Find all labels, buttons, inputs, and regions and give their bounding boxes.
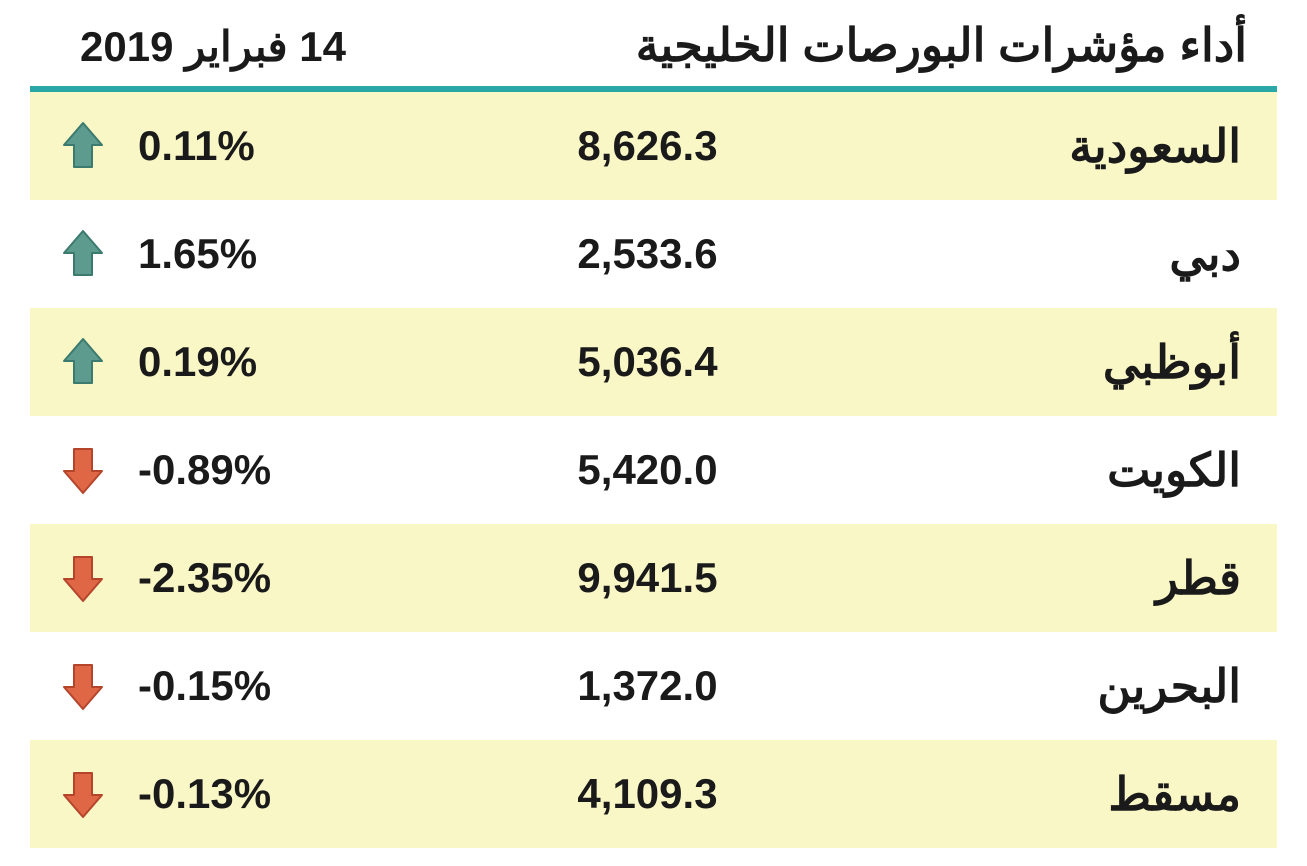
index-value: 5,036.4 [378,338,917,386]
table-row: -0.15%1,372.0البحرين [30,632,1277,740]
table-row: 0.19%5,036.4أبوظبي [30,308,1277,416]
market-name: قطر [917,551,1247,605]
index-value: 9,941.5 [378,554,917,602]
table-header: 14 فبراير 2019 أداء مؤشرات البورصات الخل… [30,8,1277,86]
table-row: -2.35%9,941.5قطر [30,524,1277,632]
header-date: 14 فبراير 2019 [80,22,346,71]
arrow-up-icon [48,121,118,171]
index-value: 2,533.6 [378,230,917,278]
index-value: 8,626.3 [378,122,917,170]
percent-change: -2.35% [118,554,378,602]
market-name: السعودية [917,119,1247,173]
arrow-down-icon [48,445,118,495]
header-title: أداء مؤشرات البورصات الخليجية [636,18,1247,72]
index-value: 5,420.0 [378,446,917,494]
table-body: 0.11%8,626.3السعودية1.65%2,533.6دبي0.19%… [30,92,1277,848]
table-row: 1.65%2,533.6دبي [30,200,1277,308]
market-name: مسقط [917,767,1247,821]
market-name: الكويت [917,443,1247,497]
percent-change: -0.13% [118,770,378,818]
market-name: البحرين [917,659,1247,713]
arrow-down-icon [48,553,118,603]
percent-change: 1.65% [118,230,378,278]
arrow-up-icon [48,229,118,279]
table-row: -0.13%4,109.3مسقط [30,740,1277,848]
arrow-down-icon [48,661,118,711]
gulf-markets-table: 14 فبراير 2019 أداء مؤشرات البورصات الخل… [0,0,1307,848]
arrow-up-icon [48,337,118,387]
table-row: -0.89%5,420.0الكويت [30,416,1277,524]
percent-change: -0.89% [118,446,378,494]
index-value: 1,372.0 [378,662,917,710]
market-name: دبي [917,227,1247,281]
index-value: 4,109.3 [378,770,917,818]
percent-change: 0.11% [118,122,378,170]
percent-change: -0.15% [118,662,378,710]
percent-change: 0.19% [118,338,378,386]
market-name: أبوظبي [917,335,1247,389]
table-row: 0.11%8,626.3السعودية [30,92,1277,200]
arrow-down-icon [48,769,118,819]
